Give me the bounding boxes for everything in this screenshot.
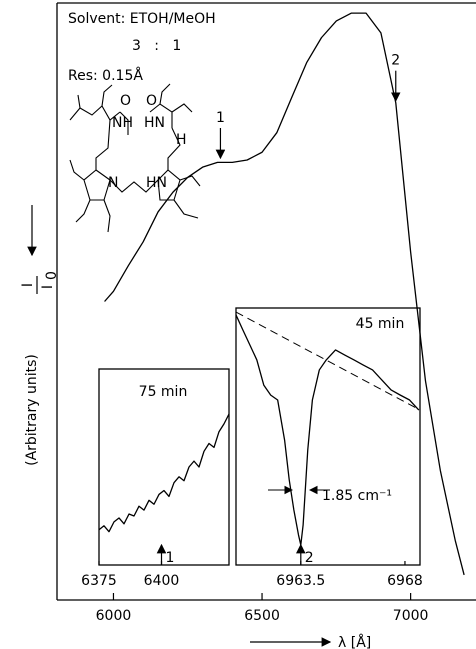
structure-label: N <box>108 175 118 191</box>
y-fraction-denominator: I <box>40 285 56 289</box>
x-tick-label: 6000 <box>96 608 132 624</box>
x-tick-label: 6375 <box>81 573 117 589</box>
data-line <box>98 413 230 533</box>
structure-label: H <box>176 132 187 148</box>
x-axis-label: λ [Å] <box>338 634 371 649</box>
structure-label: O <box>146 93 157 109</box>
data-line <box>235 314 420 546</box>
structure-label: O <box>120 93 131 109</box>
y-fraction-numerator: I <box>20 283 36 287</box>
inset-title: 45 min <box>356 316 405 332</box>
structure-label: NH <box>112 115 133 131</box>
inset-frame <box>235 307 421 566</box>
annotation-label: 2 <box>391 53 400 69</box>
y-fraction-subscript: 0 <box>44 271 60 280</box>
inset-title: 75 min <box>139 384 188 400</box>
y-axis-label: (Arbitrary units) <box>24 354 40 466</box>
inset-frame <box>98 368 230 566</box>
annotation-label: 1 <box>216 110 225 126</box>
solvent-text: Solvent: ETOH/MeOH <box>68 11 216 27</box>
x-tick-label: 6500 <box>244 608 280 624</box>
resolution-text: Res: 0.15Å <box>68 67 143 84</box>
y-axis-label-group: (Arbitrary units) I I 0 <box>20 205 60 466</box>
annotation-label: 1 <box>166 550 175 566</box>
x-tick-label: 7000 <box>393 608 429 624</box>
ratio-text: 3 : 1 <box>132 38 181 54</box>
x-tick-label: 6400 <box>144 573 180 589</box>
x-tick-label: 6968 <box>387 573 423 589</box>
structure-label: HN <box>144 115 165 131</box>
structure-label: HN <box>146 175 167 191</box>
width-label: 1.85 cm⁻¹ <box>322 488 392 504</box>
annotation-label: 2 <box>305 550 314 566</box>
x-tick-label: 6963.5 <box>276 573 325 589</box>
data-line <box>235 311 421 411</box>
molecule <box>69 83 201 233</box>
data-line <box>104 12 465 576</box>
